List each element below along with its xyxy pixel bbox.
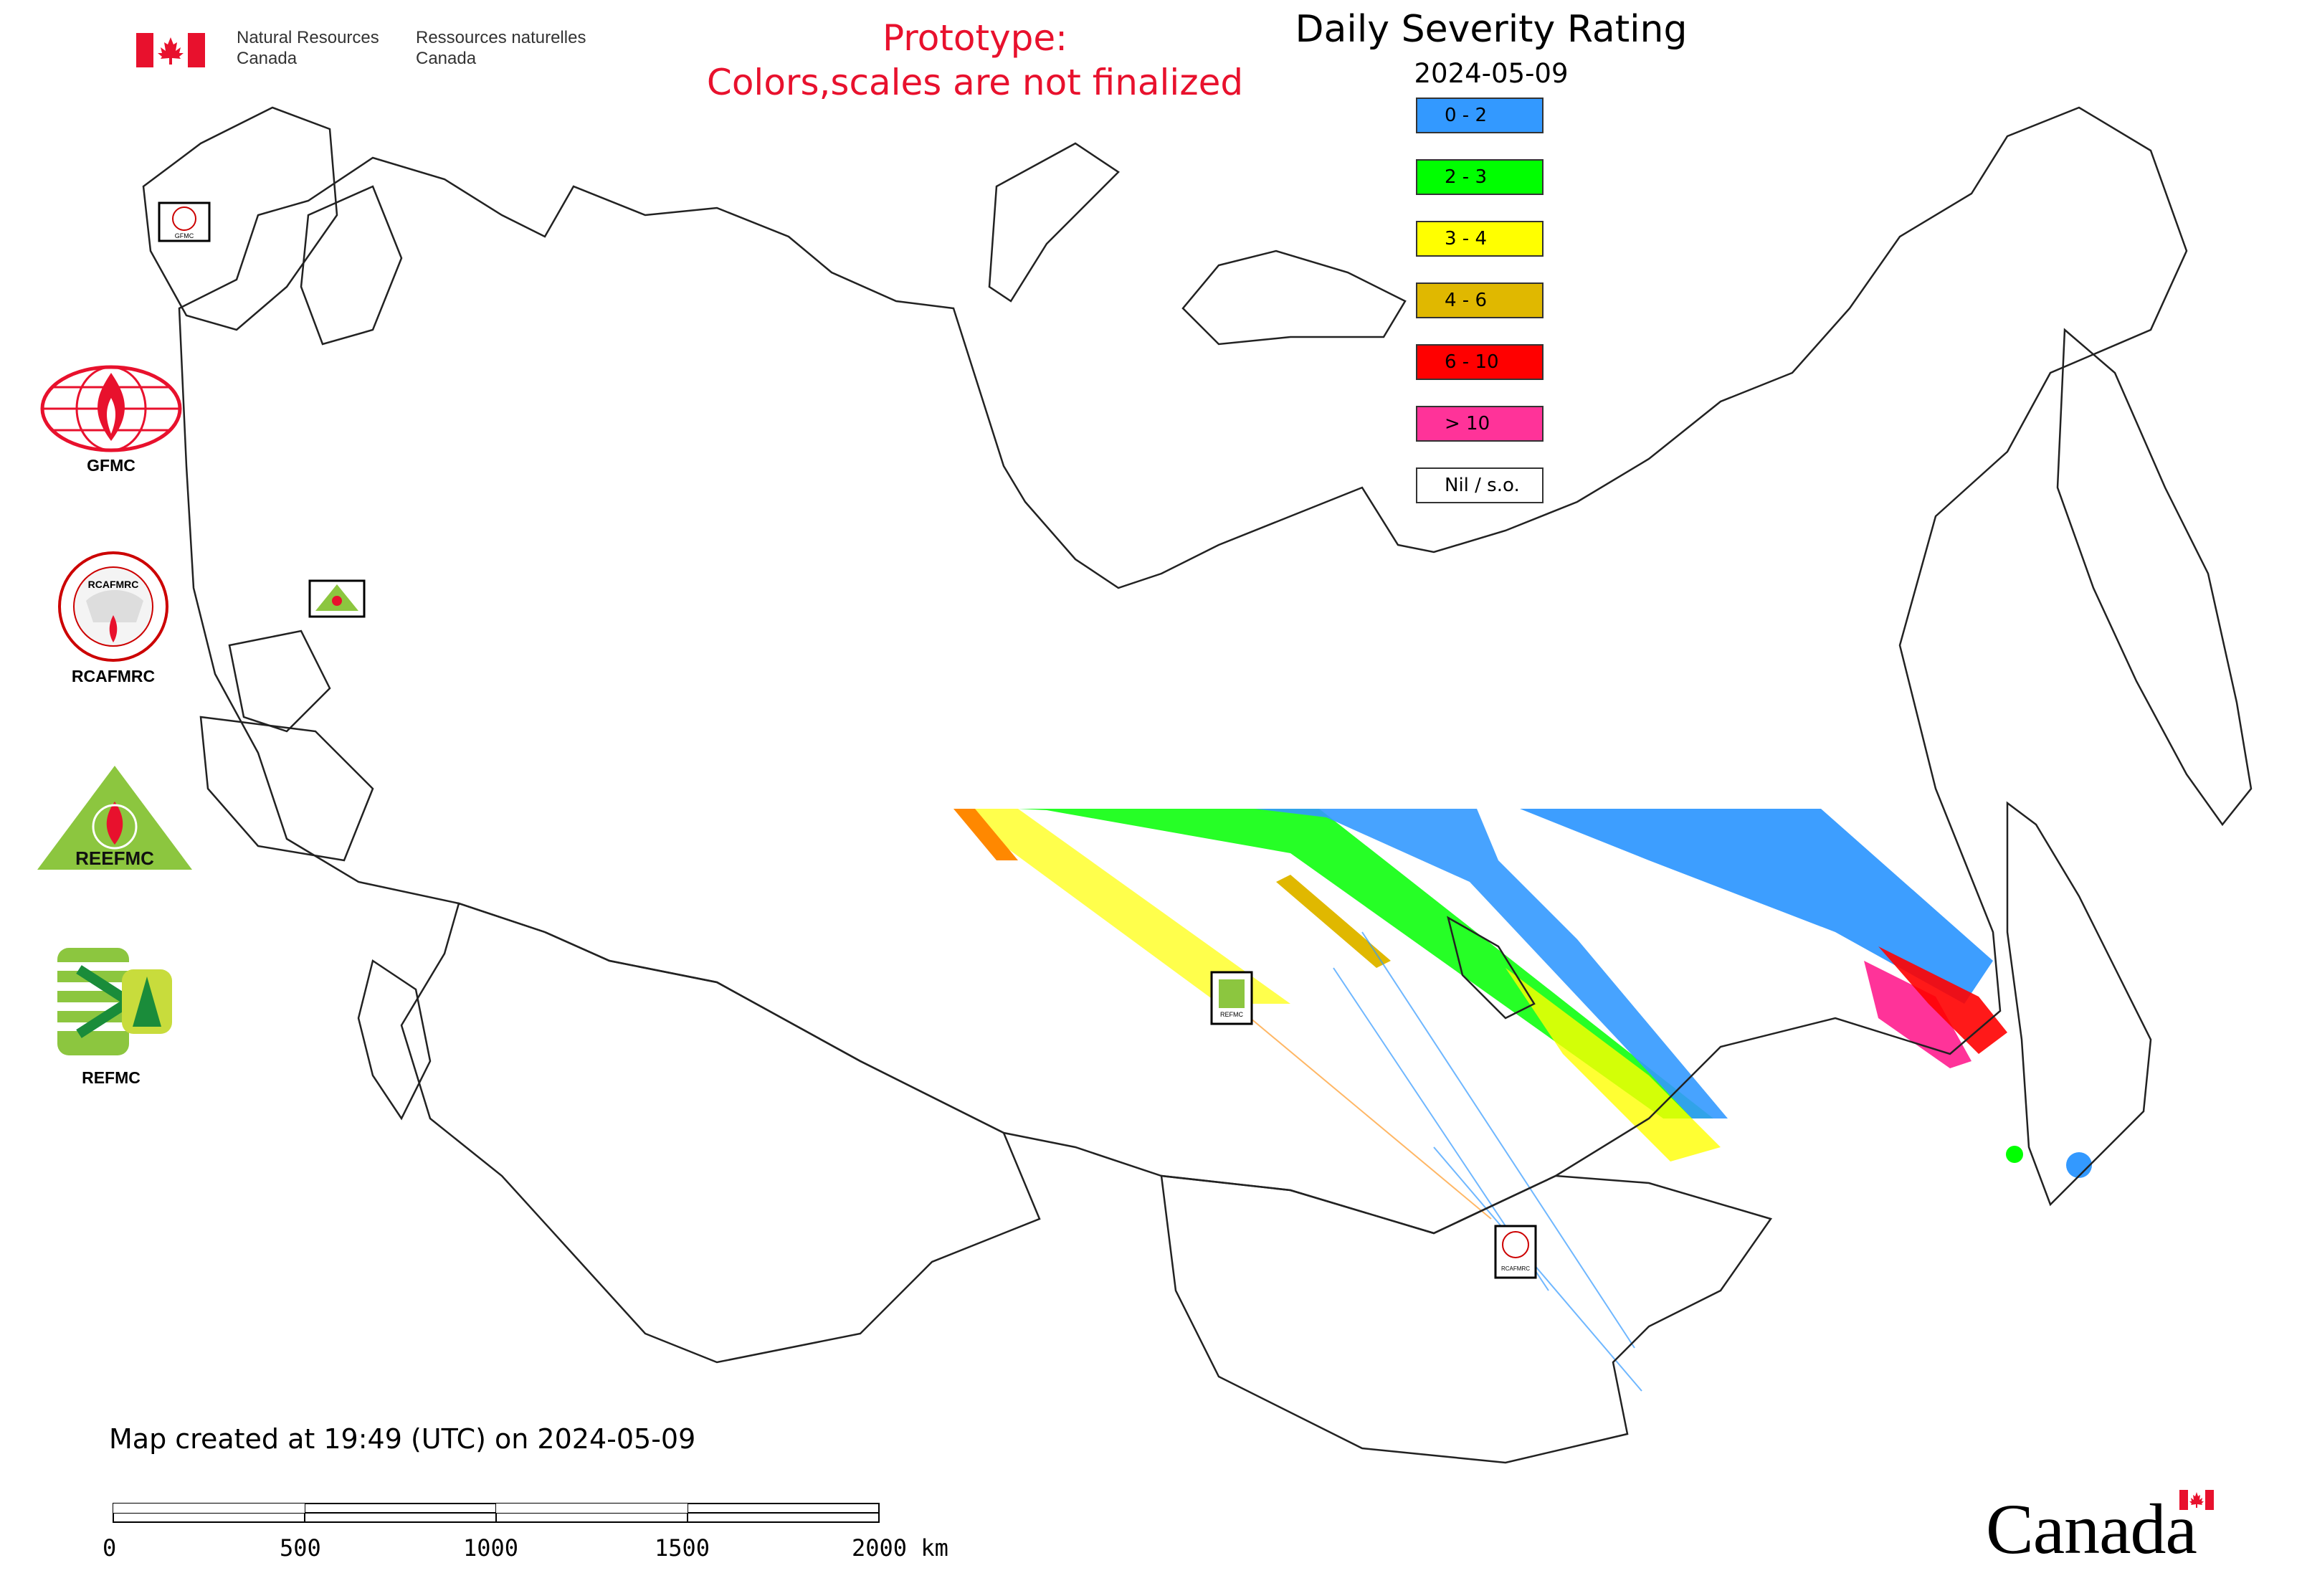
svg-text:GFMC: GFMC	[175, 232, 194, 239]
map-date: 2024-05-09	[1414, 58, 1569, 89]
dsr-area-orange-west	[953, 809, 1018, 860]
gfmc-globe-icon	[39, 362, 183, 458]
legend-item: > 10	[1416, 406, 1544, 442]
department-name-fr: Ressources naturelles Canada	[416, 28, 586, 68]
novaya-zemlya-outline	[988, 142, 1120, 303]
svg-text:RCAFMRC: RCAFMRC	[1501, 1265, 1530, 1272]
dsr-area-yellow-south	[1506, 968, 1721, 1162]
kamchatka-outline	[2056, 328, 2253, 827]
dsr-spot-green	[2006, 1146, 2023, 1163]
russia-outline	[178, 106, 2188, 1235]
legend-item: 4 - 6	[1416, 282, 1544, 318]
dsr-spot-blue	[2066, 1152, 2092, 1178]
reefmc-triangle-icon: REEFMC	[37, 766, 192, 876]
map-logo-markers: GFMC REFMC RCAFMRC	[158, 201, 1537, 1279]
dsr-area-magenta	[1864, 961, 1972, 1068]
department-name-en: Natural Resources Canada	[237, 28, 379, 68]
sakhalin-outline	[2006, 801, 2152, 1207]
scale-bar	[113, 1503, 880, 1523]
refmc-label: REFMC	[82, 1068, 141, 1087]
legend-item: Nil / s.o.	[1416, 467, 1544, 503]
finland-outline	[300, 185, 403, 346]
gfmc-marker	[158, 201, 211, 242]
map-title: Daily Severity Rating	[1295, 8, 1688, 51]
scale-end-label: 2000 km	[852, 1534, 948, 1562]
legend-item: 2 - 3	[1416, 159, 1544, 195]
scandinavia-outline	[142, 106, 338, 331]
scale-tick-500: 500	[280, 1534, 321, 1562]
scale-tick-0: 0	[103, 1534, 117, 1562]
legend-item: 0 - 2	[1416, 98, 1544, 133]
lake-baikal-outline	[1447, 916, 1536, 1020]
prototype-notice: Prototype: Colors,scales are not finaliz…	[706, 17, 1244, 103]
dsr-raster-layer	[953, 809, 2092, 1392]
svg-text:REFMC: REFMC	[1220, 1011, 1243, 1018]
canada-wordmark-text: Canada	[1986, 1489, 2197, 1569]
goc-signature: Natural Resources Canada Ressources natur…	[136, 27, 595, 77]
legend-item: 6 - 10	[1416, 344, 1544, 380]
ukraine-belarus-outline	[199, 716, 374, 862]
dsr-area-blue-east	[1520, 809, 1993, 1004]
gfmc-label: GFMC	[87, 456, 135, 475]
baltic-states-outline	[228, 630, 331, 733]
legend-item: 3 - 4	[1416, 221, 1544, 257]
country-boundaries	[142, 106, 2253, 1464]
svg-text:REEFMC: REEFMC	[75, 847, 154, 869]
mongolia-outline	[1160, 1174, 1773, 1464]
dsr-area-orange-streak	[1276, 875, 1391, 968]
taymyr-outline	[1181, 250, 1407, 346]
dsr-area-red	[1878, 946, 2007, 1054]
canada-flag-icon	[136, 33, 205, 67]
svg-text:RCAFMRC: RCAFMRC	[88, 579, 139, 590]
scale-tick-1000: 1000	[463, 1534, 519, 1562]
wordmark-flag-icon	[2179, 1490, 2214, 1510]
caspian-outline	[357, 959, 432, 1121]
kazakhstan-outline	[400, 902, 1041, 1364]
rcafmrc-label: RCAFMRC	[71, 667, 156, 685]
rcafmrc-seal-icon: RCAFMRC	[57, 551, 169, 665]
map-created-timestamp: Map created at 19:49 (UTC) on 2024-05-09	[109, 1423, 696, 1455]
dsr-area-yellow-west	[953, 809, 1290, 1004]
refmc-sigma-icon	[57, 948, 172, 1058]
scale-tick-1500: 1500	[655, 1534, 710, 1562]
canada-wordmark: Canada	[1986, 1490, 2222, 1569]
